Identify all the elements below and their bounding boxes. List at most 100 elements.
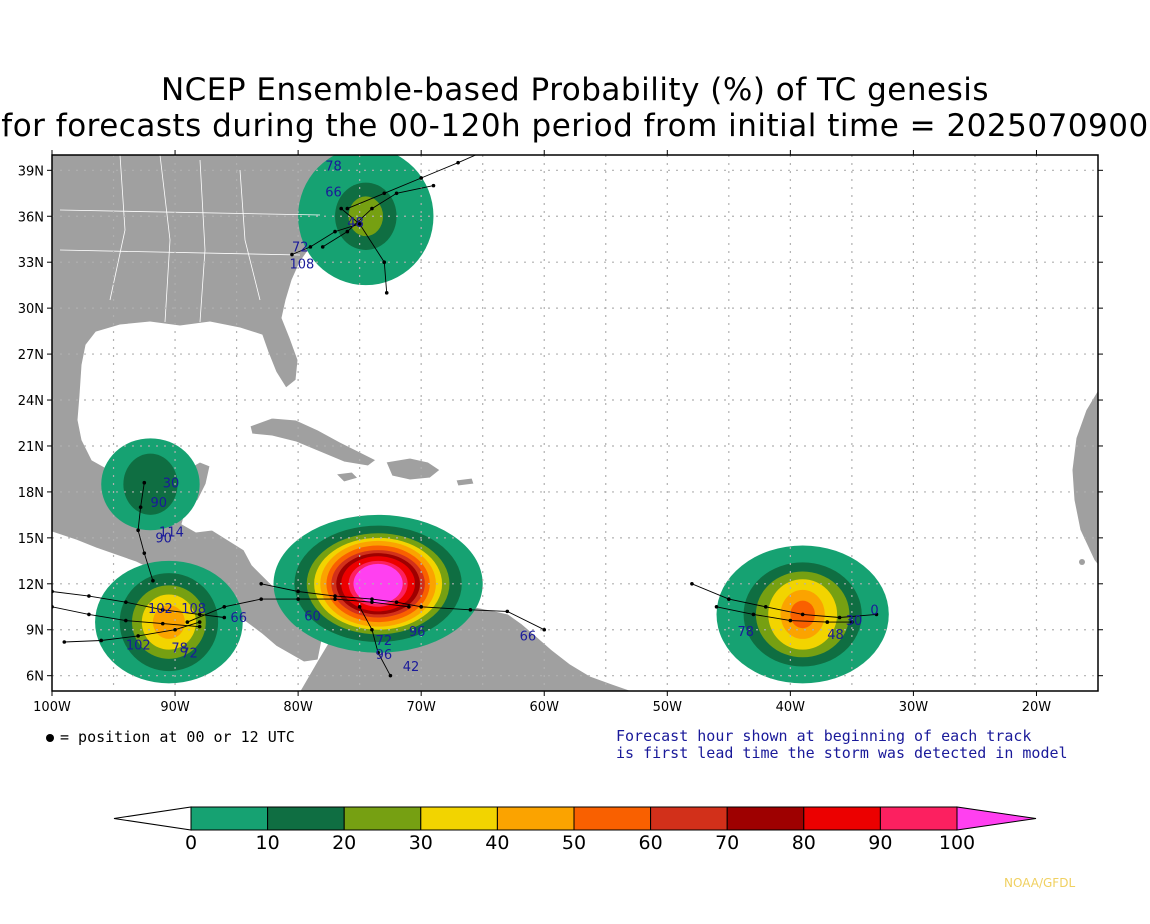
track-position-dot bbox=[456, 160, 460, 165]
grid bbox=[52, 155, 1098, 691]
track-position-dot bbox=[345, 206, 350, 211]
position-legend: = position at 00 or 12 UTC bbox=[46, 728, 295, 746]
colorbar-label: 20 bbox=[332, 832, 356, 854]
lon-tick-label: 90W bbox=[160, 700, 190, 715]
track-position-dot bbox=[370, 627, 374, 632]
track-position-dot bbox=[339, 206, 343, 211]
track-position-dot bbox=[142, 551, 147, 555]
colorbar-label: 40 bbox=[485, 832, 509, 854]
track-position-dot bbox=[296, 589, 300, 594]
storm-track bbox=[359, 606, 391, 676]
track-position-dot bbox=[197, 624, 202, 629]
colorbar-box bbox=[420, 806, 498, 831]
map-subtitle: for forecasts during the 00-120h period … bbox=[1, 108, 1149, 144]
lat-tick-label: 9N bbox=[26, 624, 44, 639]
lat-tick-label: 12N bbox=[18, 578, 44, 593]
track-position-dot bbox=[357, 222, 362, 226]
track-hour-label: 48 bbox=[347, 216, 364, 231]
track-position-dot bbox=[62, 640, 67, 644]
lat-tick-label: 27N bbox=[18, 348, 44, 363]
track-position-dot bbox=[788, 618, 793, 623]
colorbar-box bbox=[573, 806, 652, 831]
track-position-dot bbox=[197, 612, 202, 617]
colorbar-label: 50 bbox=[562, 832, 586, 854]
forecast-hour-note: Forecast hour shown at beginning of each… bbox=[616, 728, 1068, 762]
lon-tick-label: 70W bbox=[406, 700, 436, 715]
lon-tick-label: 50W bbox=[653, 700, 683, 715]
track-hour-label: 90 bbox=[155, 531, 172, 546]
colorbar-label: 10 bbox=[256, 832, 280, 854]
colorbar-label: 70 bbox=[715, 832, 739, 854]
track-hour-label: 42 bbox=[403, 660, 420, 675]
track-position-dot bbox=[837, 615, 842, 620]
track-hour-label: 102 bbox=[148, 602, 173, 617]
track-position-dot bbox=[333, 594, 337, 598]
track-position-dot bbox=[124, 600, 128, 604]
lat-tick-label: 21N bbox=[18, 440, 44, 455]
track-hour-label: 72 bbox=[376, 634, 393, 649]
track-position-dot bbox=[138, 505, 143, 510]
lat-tick-label: 24N bbox=[18, 394, 44, 409]
probability-contour bbox=[123, 453, 178, 515]
track-position-dot bbox=[333, 229, 337, 234]
track-position-dot bbox=[160, 608, 165, 612]
track-hour-label: 96 bbox=[376, 648, 393, 663]
track-position-dot bbox=[727, 597, 731, 601]
track-position-dot bbox=[384, 291, 389, 295]
track-positions bbox=[52, 160, 879, 678]
track-hour-label: 90 bbox=[150, 496, 167, 511]
track-position-dot bbox=[173, 627, 177, 632]
colorbar-label: 30 bbox=[409, 832, 433, 854]
colorbar-label: 100 bbox=[939, 832, 975, 854]
track-position-dot bbox=[222, 615, 227, 620]
colorbar-label: 60 bbox=[639, 832, 663, 854]
lon-tick-label: 80W bbox=[283, 700, 313, 715]
lat-tick-label: 39N bbox=[18, 164, 44, 179]
colorbar-box bbox=[650, 806, 728, 831]
lon-tick-label: 60W bbox=[530, 700, 560, 715]
storm-track bbox=[261, 583, 422, 608]
colorbar-high-arrow bbox=[956, 806, 1037, 831]
track-position-dot bbox=[419, 604, 423, 609]
lon-tick-label: 40W bbox=[776, 700, 806, 715]
track-hour-label: 114 bbox=[159, 525, 184, 540]
track-position-dot bbox=[505, 609, 510, 614]
track-position-dot bbox=[87, 594, 91, 598]
storm-track bbox=[691, 583, 877, 618]
track-position-dot bbox=[124, 618, 128, 623]
probability-contours bbox=[95, 155, 889, 684]
track-position-dot bbox=[394, 600, 399, 604]
lat-tick-label: 18N bbox=[18, 486, 44, 501]
forecast-hour-note-line1: Forecast hour shown at beginning of each… bbox=[616, 727, 1032, 745]
probability-contour bbox=[152, 605, 185, 639]
track-position-dot bbox=[382, 260, 387, 265]
track-hour-label: 96 bbox=[409, 625, 426, 640]
track-hour-label: 66 bbox=[230, 611, 247, 626]
track-position-dot bbox=[333, 597, 337, 601]
colorbar-box bbox=[496, 806, 575, 831]
track-position-dot bbox=[151, 578, 155, 583]
track-hour-label: 72 bbox=[292, 240, 309, 255]
colorbar-box bbox=[267, 806, 345, 831]
track-position-dot bbox=[763, 604, 768, 609]
track-position-dot bbox=[345, 229, 350, 234]
axis-ticks: 100W 90W 80W 70W 60W 50W 40W 30W 20W 6N 9N 12N 15N 18… bbox=[18, 150, 1103, 715]
track-hour-label: 108 bbox=[181, 602, 206, 617]
track-position-dot bbox=[376, 650, 380, 655]
track-position-dot bbox=[290, 252, 294, 257]
track-position-dot bbox=[431, 183, 436, 188]
track-position-dot bbox=[542, 627, 547, 632]
track-hour-label: 0 bbox=[870, 603, 878, 618]
track-position-dot bbox=[185, 620, 190, 624]
track-position-dot bbox=[136, 528, 140, 532]
track-position-dot bbox=[197, 620, 202, 624]
storm-track bbox=[340, 208, 388, 293]
track-position-dot bbox=[388, 673, 393, 678]
track-position-dot bbox=[160, 621, 165, 626]
track-position-dot bbox=[259, 582, 264, 586]
position-legend-text: = position at 00 or 12 UTC bbox=[60, 728, 295, 746]
track-position-dot bbox=[800, 612, 805, 617]
colorbar-label: 90 bbox=[868, 832, 892, 854]
track-hour-label: 78 bbox=[171, 642, 188, 657]
